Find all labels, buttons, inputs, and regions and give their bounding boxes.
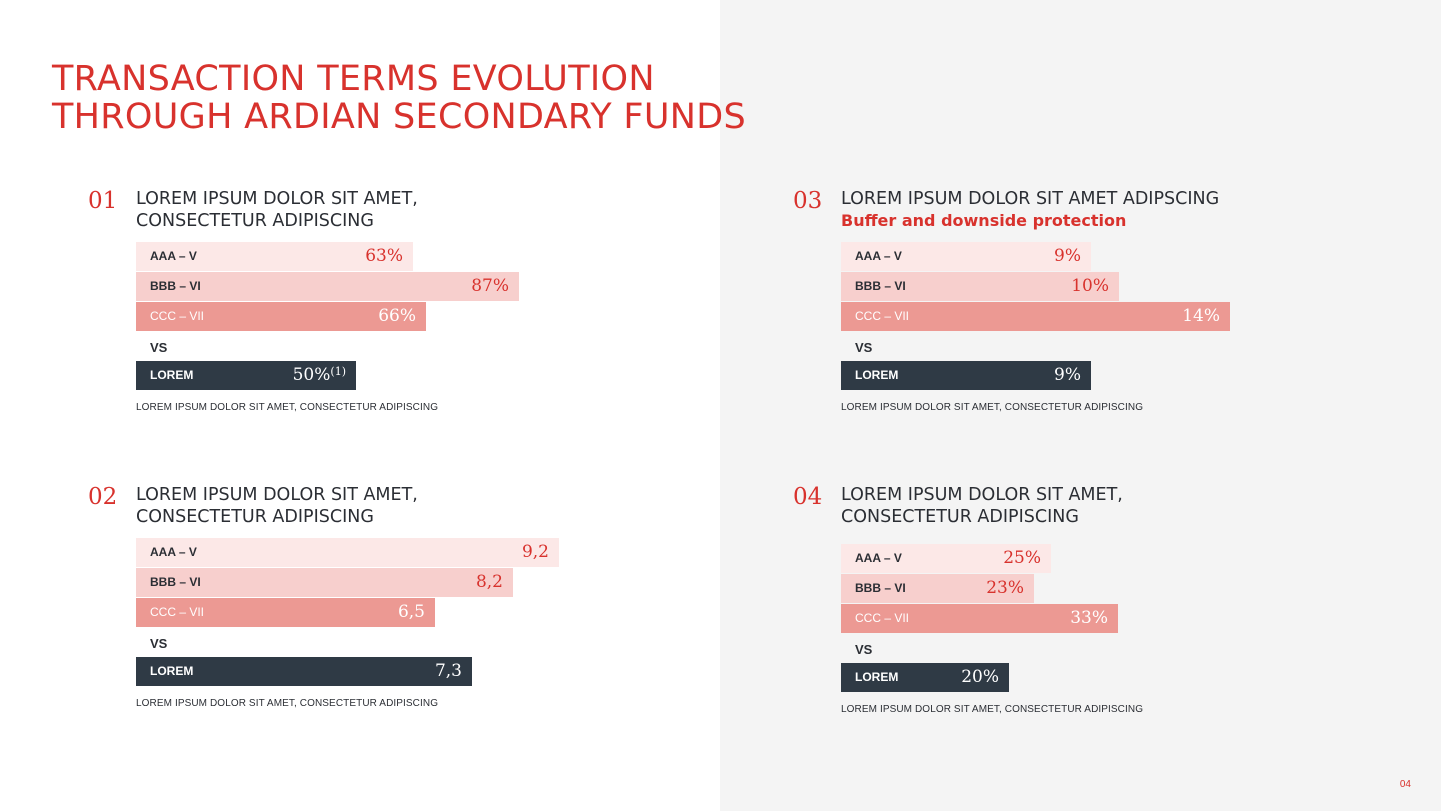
bar-3: CCC – VII 33% (841, 604, 1118, 633)
chart-number: 04 (793, 484, 823, 510)
vs-label: VS (150, 340, 168, 355)
chart-title: LOREM IPSUM DOLOR SIT AMET ADIPSCING Buff… (841, 188, 1219, 232)
bar-category-label: CCC – VII (855, 309, 910, 323)
bar-value-label: 9,2 (521, 542, 549, 562)
chart-title: LOREM IPSUM DOLOR SIT AMET, CONSECTETUR A… (841, 484, 1123, 528)
bar-2: BBB – VI 23% (841, 574, 1034, 603)
chart-title-line-1: LOREM IPSUM DOLOR SIT AMET ADIPSCING (841, 189, 1220, 209)
compare-value: 9% (1054, 365, 1081, 385)
compare-bar: LOREM 50%(1) (136, 361, 356, 390)
compare-value: 7,3 (434, 661, 462, 681)
chart-number: 02 (88, 484, 118, 510)
bar-category-label: BBB – VI (855, 279, 906, 293)
bar-3: CCC – VII 14% (841, 302, 1230, 331)
chart-04: 04 LOREM IPSUM DOLOR SIT AMET, CONSECTETUR… (793, 484, 1401, 724)
bar-3: CCC – VII 6,5 (136, 598, 435, 627)
compare-value: 50%(1) (292, 365, 346, 385)
bar-2: BBB – VI 8,2 (136, 568, 513, 597)
chart-title-line-1: LOREM IPSUM DOLOR SIT AMET, (136, 485, 418, 505)
chart-title-line-2: CONSECTETUR ADIPISCING (841, 507, 1079, 527)
bar-category-label: AAA – V (855, 249, 902, 263)
bar-category-label: AAA – V (150, 249, 197, 263)
bar-1: AAA – V 9% (841, 242, 1091, 271)
right-panel-background (720, 0, 1441, 811)
compare-label: LOREM (150, 664, 194, 678)
bar-category-label: AAA – V (855, 551, 902, 565)
compare-label: LOREM (855, 368, 899, 382)
chart-footnote: LOREM IPSUM DOLOR SIT AMET, CONSECTETUR … (136, 698, 439, 709)
bar-category-label: BBB – VI (150, 279, 201, 293)
compare-label: LOREM (855, 670, 899, 684)
bar-value-label: 23% (986, 578, 1024, 598)
bar-value-label: 10% (1071, 276, 1109, 296)
vs-label: VS (855, 642, 873, 657)
bar-category-label: CCC – VII (855, 611, 910, 625)
bar-value-label: 63% (365, 246, 403, 266)
chart-title-line-1: LOREM IPSUM DOLOR SIT AMET, (841, 485, 1123, 505)
title-line-1: TRANSACTION TERMS EVOLUTION (52, 59, 655, 99)
chart-footnote: LOREM IPSUM DOLOR SIT AMET, CONSECTETUR … (841, 402, 1144, 413)
chart-03: 03 LOREM IPSUM DOLOR SIT AMET ADIPSCING Bu… (793, 188, 1401, 428)
bar-category-label: CCC – VII (150, 605, 205, 619)
bar-value-label: 14% (1182, 306, 1220, 326)
chart-footnote: LOREM IPSUM DOLOR SIT AMET, CONSECTETUR … (136, 402, 439, 413)
bar-3: CCC – VII 66% (136, 302, 426, 331)
bar-category-label: BBB – VI (855, 581, 906, 595)
bar-2: BBB – VI 87% (136, 272, 519, 301)
chart-number: 03 (793, 188, 823, 214)
bar-value-label: 66% (378, 306, 416, 326)
compare-bar: LOREM 7,3 (136, 657, 472, 686)
chart-title-line-2: CONSECTETUR ADIPISCING (136, 507, 374, 527)
chart-title: LOREM IPSUM DOLOR SIT AMET, CONSECTETUR A… (136, 484, 418, 528)
chart-number: 01 (88, 188, 118, 214)
page-title: TRANSACTION TERMS EVOLUTION THROUGH ARDI… (52, 60, 746, 136)
bar-category-label: CCC – VII (150, 309, 205, 323)
vs-label: VS (150, 636, 168, 651)
bar-1: AAA – V 25% (841, 544, 1051, 573)
vs-label: VS (855, 340, 873, 355)
chart-title-line-1: LOREM IPSUM DOLOR SIT AMET, (136, 189, 418, 209)
bar-value-label: 9% (1054, 246, 1081, 266)
compare-value: 20% (961, 667, 999, 687)
bar-value-label: 25% (1003, 548, 1041, 568)
bar-value-label: 6,5 (397, 602, 425, 622)
bar-2: BBB – VI 10% (841, 272, 1119, 301)
chart-02: 02 LOREM IPSUM DOLOR SIT AMET, CONSECTETUR… (88, 484, 696, 724)
bar-value-label: 8,2 (475, 572, 503, 592)
compare-bar: LOREM 20% (841, 663, 1009, 692)
bar-1: AAA – V 63% (136, 242, 413, 271)
chart-01: 01 LOREM IPSUM DOLOR SIT AMET, CONSECTETUR… (88, 188, 696, 428)
bar-category-label: BBB – VI (150, 575, 201, 589)
bar-value-label: 33% (1070, 608, 1108, 628)
bar-category-label: AAA – V (150, 545, 197, 559)
title-line-2: THROUGH ARDIAN SECONDARY FUNDS (52, 97, 746, 137)
compare-bar: LOREM 9% (841, 361, 1091, 390)
page-number: 04 (1399, 779, 1411, 790)
bar-1: AAA – V 9,2 (136, 538, 559, 567)
chart-title: LOREM IPSUM DOLOR SIT AMET, CONSECTETUR A… (136, 188, 418, 232)
chart-title-line-2: CONSECTETUR ADIPISCING (136, 211, 374, 231)
compare-label: LOREM (150, 368, 194, 382)
bar-value-label: 87% (471, 276, 509, 296)
chart-footnote: LOREM IPSUM DOLOR SIT AMET, CONSECTETUR … (841, 704, 1144, 715)
chart-subtitle: Buffer and downside protection (841, 211, 1127, 230)
compare-footnote-marker: (1) (330, 365, 346, 378)
